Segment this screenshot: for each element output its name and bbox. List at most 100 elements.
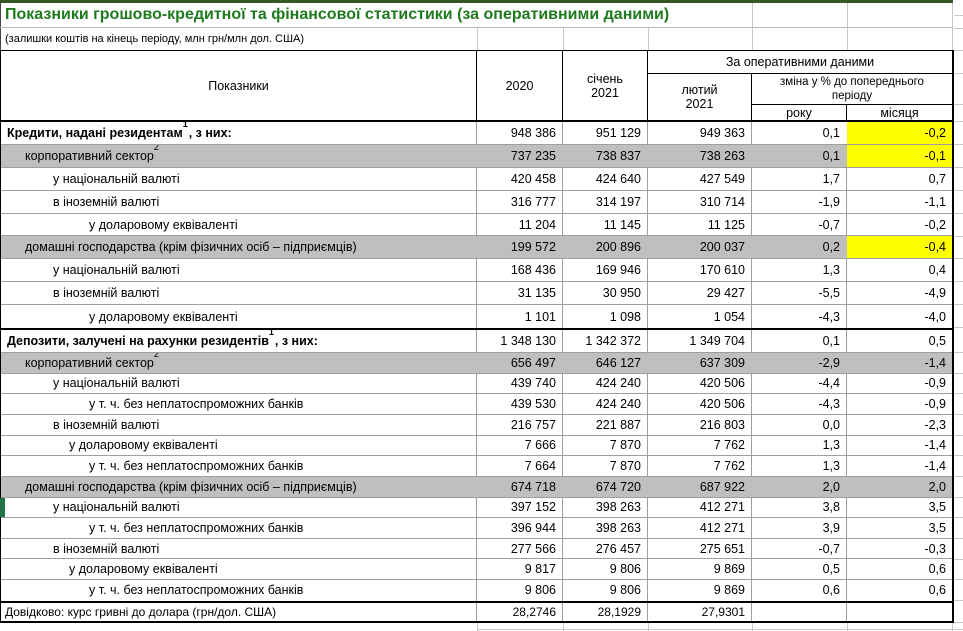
value-2020[interactable]: 439 530 [477, 394, 563, 414]
value-change-month[interactable]: 0,5 [928, 334, 946, 349]
row-label[interactable]: у національній валюті [1, 373, 477, 394]
value-change-month[interactable]: 0,7 [928, 171, 946, 186]
value-change-year[interactable]: 0,2 [822, 240, 840, 255]
value-change-year[interactable]: 3,8 [752, 497, 847, 518]
value-change-year[interactable]: -2,9 [818, 355, 840, 370]
row-label[interactable]: в іноземній валюті [1, 282, 477, 305]
value-feb-2021[interactable]: 200 037 [699, 240, 745, 255]
value-2020[interactable]: 9 806 [477, 580, 563, 601]
value-feb-2021[interactable]: 1 349 704 [648, 330, 752, 353]
value-jan-2021[interactable]: 646 127 [595, 355, 641, 370]
value-jan-2021[interactable]: 276 457 [563, 538, 648, 559]
value-jan-2021[interactable]: 738 837 [595, 148, 641, 163]
value-2020[interactable]: 7 666 [477, 435, 563, 456]
header-change-pct[interactable]: зміна у % до попереднього періоду [752, 74, 952, 105]
value-feb-2021[interactable]: 310 714 [648, 190, 752, 213]
value-change-month[interactable]: -4,9 [924, 286, 946, 301]
value-change-year[interactable]: -1,9 [752, 190, 847, 213]
value-change-year[interactable]: 0,1 [822, 148, 840, 163]
value-2020[interactable]: 674 718 [510, 479, 556, 494]
value-feb-2021[interactable]: 216 803 [648, 414, 752, 435]
value-change-year[interactable]: -4,3 [752, 305, 847, 329]
value-2020[interactable]: 11 204 [477, 213, 563, 236]
value-jan-2021[interactable]: 1 342 372 [563, 330, 648, 353]
value-change-year[interactable]: 0,0 [752, 414, 847, 435]
row-label[interactable]: в іноземній валюті [1, 414, 477, 435]
value-2020[interactable]: 948 386 [477, 122, 563, 144]
reference-label[interactable]: Довідково: курс гривні до долара (грн/до… [1, 602, 477, 621]
value-change-year[interactable]: 2,0 [822, 479, 840, 494]
value-feb-2021[interactable]: 11 125 [648, 213, 752, 236]
value-jan-2021[interactable]: 221 887 [563, 414, 648, 435]
value-jan-2021[interactable]: 398 263 [563, 497, 648, 518]
value-feb-2021[interactable]: 949 363 [648, 122, 752, 144]
value-change-month[interactable]: -0,9 [924, 376, 946, 391]
reference-value-jan[interactable]: 28,1929 [563, 602, 648, 621]
value-feb-2021[interactable]: 637 309 [699, 355, 745, 370]
value-change-month[interactable]: -0,3 [924, 541, 946, 556]
value-2020[interactable]: 31 135 [477, 282, 563, 305]
header-2020[interactable]: 2020 [477, 51, 563, 120]
value-jan-2021[interactable]: 398 263 [563, 518, 648, 538]
value-change-year[interactable]: -5,5 [752, 282, 847, 305]
value-change-month[interactable]: 3,5 [928, 500, 946, 515]
value-2020[interactable]: 420 458 [477, 167, 563, 190]
value-jan-2021[interactable]: 11 145 [563, 213, 648, 236]
value-change-month[interactable]: -4,0 [924, 309, 946, 324]
value-jan-2021[interactable]: 7 870 [563, 456, 648, 476]
value-jan-2021[interactable]: 424 240 [563, 373, 648, 394]
value-change-year[interactable]: 0,6 [752, 580, 847, 601]
value-change-year[interactable]: 0,1 [752, 330, 847, 353]
value-jan-2021[interactable]: 9 806 [563, 559, 648, 580]
value-2020[interactable]: 737 235 [510, 148, 556, 163]
header-jan-2021[interactable]: січень 2021 [563, 51, 648, 120]
value-2020[interactable]: 316 777 [477, 190, 563, 213]
value-change-year[interactable]: -0,7 [752, 213, 847, 236]
value-feb-2021[interactable]: 7 762 [648, 456, 752, 476]
value-change-year[interactable]: 3,9 [752, 518, 847, 538]
value-2020[interactable]: 277 566 [477, 538, 563, 559]
value-feb-2021[interactable]: 7 762 [648, 435, 752, 456]
row-label[interactable]: у національній валюті [1, 259, 477, 282]
value-change-month[interactable]: 2,0 [928, 479, 946, 494]
value-2020[interactable]: 396 944 [477, 518, 563, 538]
value-2020[interactable]: 7 664 [477, 456, 563, 476]
value-change-month[interactable]: -0,9 [924, 397, 946, 412]
value-change-month[interactable]: 3,5 [928, 520, 946, 535]
row-label[interactable]: у т. ч. без неплатоспроможних банків [1, 518, 477, 538]
value-change-month[interactable]: 0,6 [928, 583, 946, 598]
row-label[interactable]: у доларовому еквіваленті [1, 435, 477, 456]
row-label[interactable]: домашні господарства (крім фізичних осіб… [25, 479, 357, 494]
value-2020[interactable]: 1 348 130 [477, 330, 563, 353]
value-change-month[interactable]: 0,4 [928, 263, 946, 278]
row-label[interactable]: у т. ч. без неплатоспроможних банків [1, 580, 477, 601]
row-label[interactable]: у доларовому еквіваленті [1, 213, 477, 236]
value-2020[interactable]: 216 757 [477, 414, 563, 435]
value-change-month[interactable]: -0,4 [847, 236, 952, 259]
value-change-year[interactable]: 1,3 [752, 456, 847, 476]
value-change-month[interactable]: -1,4 [924, 459, 946, 474]
row-label[interactable]: Кредити, надані резидентам1, з них: [1, 122, 477, 144]
value-change-year[interactable]: 1,3 [752, 259, 847, 282]
value-jan-2021[interactable]: 1 098 [563, 305, 648, 329]
value-change-month[interactable]: -0,2 [924, 217, 946, 232]
value-change-year[interactable]: 0,1 [822, 125, 840, 140]
value-jan-2021[interactable]: 200 896 [595, 240, 641, 255]
value-change-year[interactable]: -4,3 [752, 394, 847, 414]
value-jan-2021[interactable]: 314 197 [563, 190, 648, 213]
value-feb-2021[interactable]: 687 922 [699, 479, 745, 494]
value-2020[interactable]: 199 572 [510, 240, 556, 255]
row-label[interactable]: домашні господарства (крім фізичних осіб… [25, 240, 357, 255]
value-change-year[interactable]: 1,3 [752, 435, 847, 456]
value-2020[interactable]: 1 101 [477, 305, 563, 329]
header-feb-2021[interactable]: лютий 2021 [648, 74, 752, 120]
value-jan-2021[interactable]: 424 240 [563, 394, 648, 414]
row-label[interactable]: у національній валюті [1, 497, 477, 518]
value-feb-2021[interactable]: 412 271 [648, 497, 752, 518]
row-label[interactable]: в іноземній валюті [1, 538, 477, 559]
row-label[interactable]: у т. ч. без неплатоспроможних банків [1, 456, 477, 476]
value-change-year[interactable]: -4,4 [752, 373, 847, 394]
value-feb-2021[interactable]: 275 651 [648, 538, 752, 559]
value-change-month[interactable]: -1,1 [924, 194, 946, 209]
row-label[interactable]: у т. ч. без неплатоспроможних банків [1, 394, 477, 414]
